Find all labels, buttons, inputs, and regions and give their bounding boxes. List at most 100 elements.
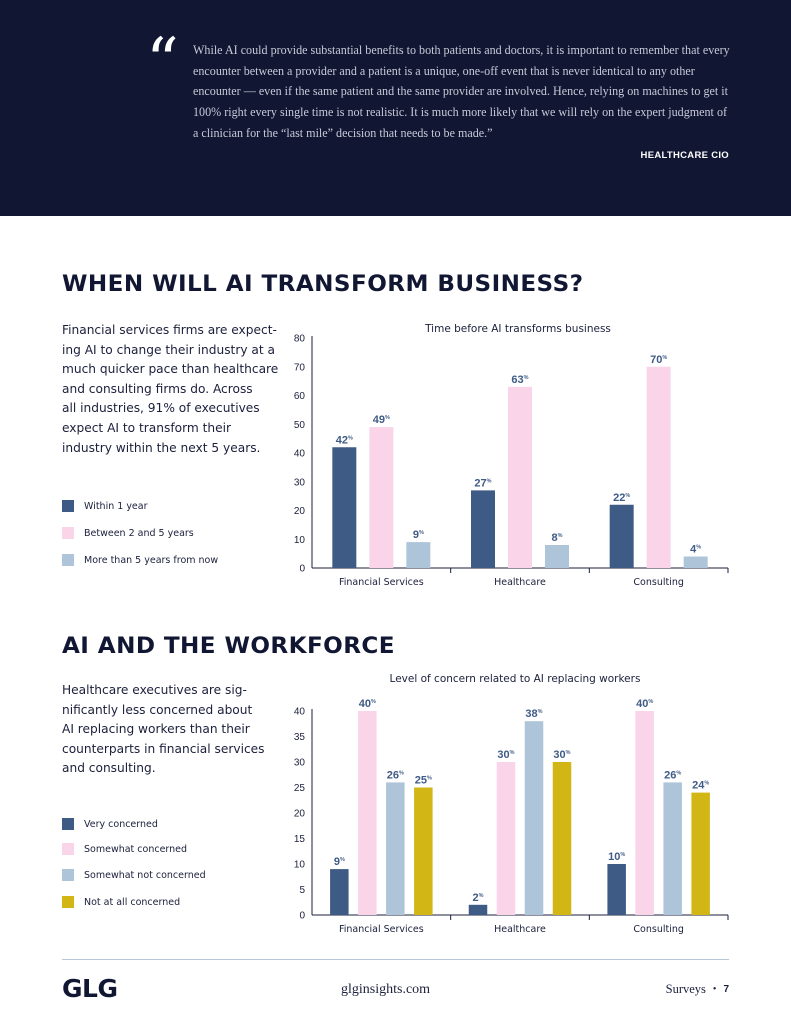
data-label: 40% [636, 698, 653, 710]
legend-swatch [62, 500, 74, 512]
y-tick-label: 50 [294, 420, 306, 431]
chart-workforce-concern: Level of concern related to AI replacing… [294, 673, 729, 935]
body-line: and consulting. [62, 761, 156, 776]
data-label: 30% [497, 749, 514, 761]
bar [545, 545, 569, 568]
body-line: and consulting firms do. Across [62, 381, 253, 396]
legend-swatch [62, 818, 74, 830]
footer-page-info: Surveys • 7 [666, 982, 729, 997]
data-label: 27% [474, 477, 491, 489]
y-tick-label: 25 [294, 783, 306, 794]
quote-mark-icon: “ [146, 25, 179, 99]
footer-divider [62, 959, 729, 960]
data-label: 10% [608, 851, 625, 863]
data-label: 30% [553, 749, 570, 761]
y-tick-label: 60 [294, 391, 306, 402]
body-line: ing AI to change their industry at a [62, 342, 276, 357]
body-line: all industries, 91% of executives [62, 401, 260, 416]
data-label: 26% [664, 769, 681, 781]
legend-item: Within 1 year [62, 500, 148, 512]
y-tick-label: 20 [294, 506, 306, 517]
bar [369, 427, 394, 568]
page-number: 7 [723, 984, 729, 995]
body-line: much quicker pace than healthcare [62, 362, 279, 377]
x-category-label: Financial Services [339, 577, 424, 588]
quote-banner: “ While AI could provide substantial ben… [0, 0, 791, 216]
y-tick-label: 0 [299, 911, 305, 922]
bullet-icon: • [712, 984, 717, 995]
data-label: 8% [551, 532, 562, 544]
y-tick-label: 0 [299, 564, 305, 575]
legend-swatch [62, 869, 74, 881]
x-category-label: Financial Services [339, 924, 424, 935]
bar [646, 366, 671, 568]
y-tick-label: 40 [294, 707, 306, 718]
bar [471, 490, 495, 568]
legend-item: Somewhat concerned [62, 843, 187, 855]
bar [635, 711, 654, 915]
data-label: 9% [334, 856, 345, 868]
bar [524, 721, 544, 915]
chart-title: Level of concern related to AI replacing… [390, 673, 641, 685]
bar [358, 711, 377, 915]
x-category-label: Healthcare [494, 577, 546, 588]
legend-item: Very concerned [62, 818, 158, 830]
bar [552, 762, 572, 915]
body-line: AI replacing workers than their [62, 722, 250, 737]
legend-label: Very concerned [84, 818, 158, 830]
y-tick-label: 30 [294, 477, 306, 488]
legend-label: Between 2 and 5 years [84, 527, 194, 539]
legend-swatch [62, 554, 74, 566]
section-body-transform: Financial services firms are expect- ing… [62, 321, 278, 458]
bar [330, 869, 349, 915]
bar [663, 782, 682, 915]
data-label: 42% [336, 434, 353, 446]
body-line: nificantly less concerned about [62, 702, 253, 717]
bar [414, 787, 433, 915]
glg-logo: GLG [62, 974, 118, 1003]
data-label: 63% [511, 374, 528, 386]
legend-swatch [62, 896, 74, 908]
legend-item: Not at all concerned [62, 896, 180, 908]
bar [683, 556, 708, 568]
bar [386, 782, 405, 915]
data-label: 4% [690, 544, 701, 556]
data-label: 70% [650, 354, 667, 366]
y-tick-label: 80 [294, 334, 306, 345]
data-label: 26% [387, 769, 404, 781]
legend-label: More than 5 years from now [84, 554, 219, 566]
y-tick-label: 5 [299, 885, 305, 896]
y-tick-label: 70 [294, 362, 306, 373]
data-label: 25% [415, 775, 432, 787]
data-label: 9% [413, 529, 424, 541]
y-tick-label: 10 [294, 860, 306, 871]
data-label: 2% [472, 892, 483, 904]
x-category-label: Consulting [633, 924, 684, 935]
data-label: 22% [613, 492, 630, 504]
data-label: 40% [359, 698, 376, 710]
body-line: expect AI to transform their [62, 420, 232, 435]
data-label: 49% [373, 414, 390, 426]
legend-item: More than 5 years from now [62, 554, 218, 566]
bar [691, 792, 710, 915]
legend-item: Somewhat not concerned [62, 869, 206, 881]
y-tick-label: 15 [294, 834, 306, 845]
bar [468, 904, 488, 915]
body-line: industry within the next 5 years. [62, 440, 261, 455]
x-category-label: Consulting [633, 577, 684, 588]
section-title-workforce: AI AND THE WORKFORCE [62, 634, 395, 659]
bar [406, 542, 431, 568]
legend-swatch [62, 843, 74, 855]
footer-url-link[interactable]: glginsights.com [341, 982, 431, 997]
bar [332, 447, 357, 568]
y-tick-label: 35 [294, 732, 306, 743]
y-tick-label: 30 [294, 758, 306, 769]
section-title-transform: WHEN WILL AI TRANSFORM BUSINESS? [62, 272, 584, 297]
legend-label: Somewhat concerned [84, 843, 188, 855]
body-line: Financial services firms are expect- [62, 323, 277, 337]
legend-label: Somewhat not concerned [84, 869, 206, 881]
data-label: 38% [525, 708, 542, 720]
body-line: Healthcare executives are sig- [62, 683, 247, 697]
data-label: 24% [692, 780, 709, 792]
section-body-workforce: Healthcare executives are sig- nificantl… [62, 681, 265, 779]
